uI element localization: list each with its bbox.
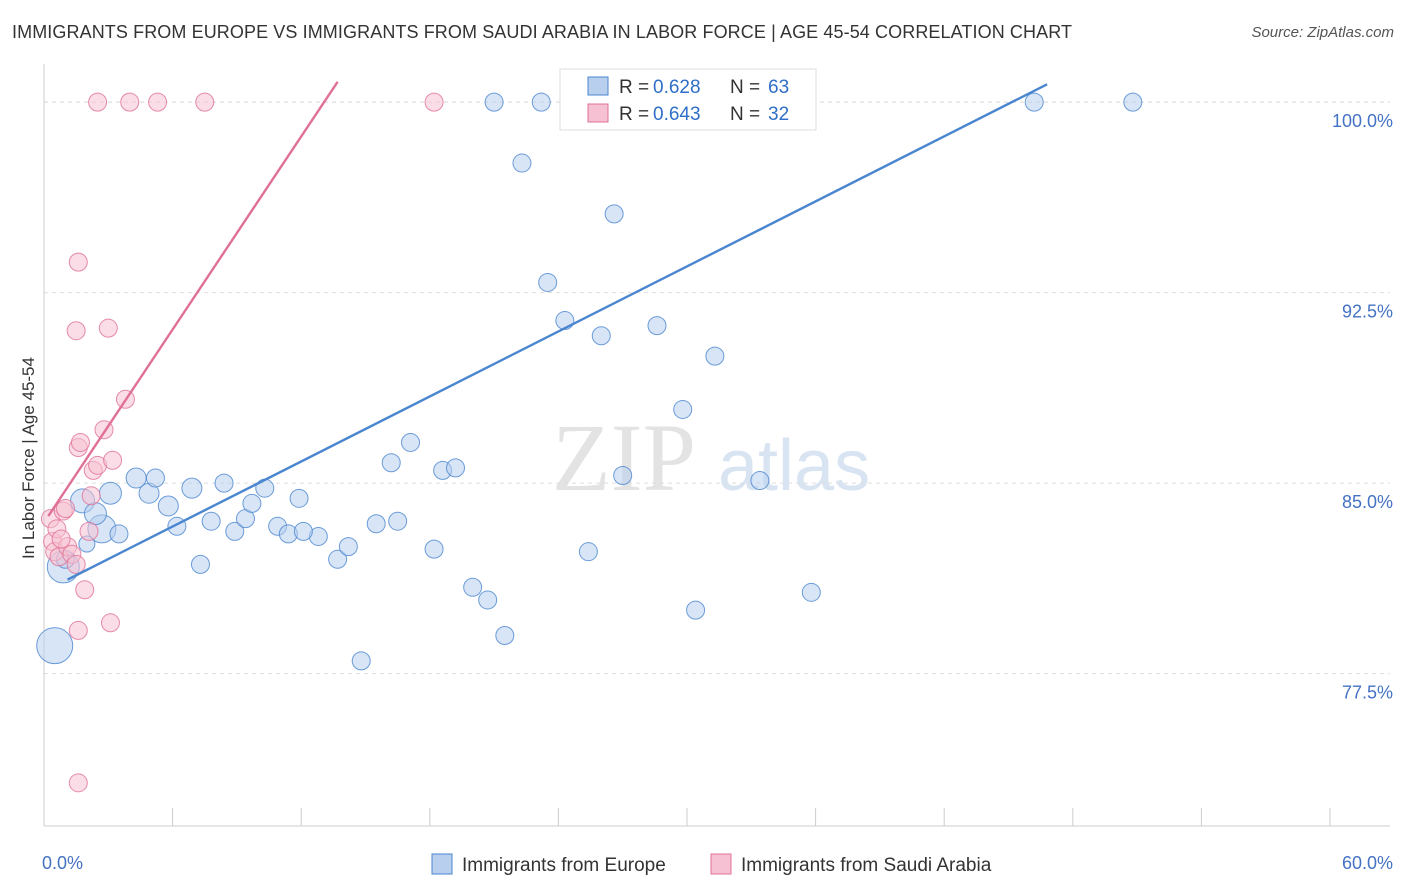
y-tick-label: 85.0% — [1342, 492, 1393, 512]
stats-n-label-europe: N = — [730, 77, 760, 98]
x-tick-label-max: 60.0% — [1342, 853, 1393, 873]
europe-point — [531, 92, 551, 112]
europe-point — [190, 554, 210, 574]
europe-point — [613, 465, 633, 485]
trend-line-europe — [67, 83, 1048, 581]
europe-point — [289, 488, 309, 508]
saudi-point — [70, 432, 90, 452]
legend-label-saudi: Immigrants from Saudi Arabia — [741, 855, 992, 876]
series-europe-points — [36, 92, 1143, 671]
europe-point — [1024, 92, 1044, 112]
europe-point — [36, 627, 74, 665]
saudi-point — [75, 580, 95, 600]
saudi-point — [195, 92, 215, 112]
europe-point — [109, 524, 129, 544]
stats-n-saudi: 32 — [768, 104, 789, 125]
europe-point — [242, 493, 262, 513]
y-axis-label: In Labor Force | Age 45-54 — [19, 357, 38, 559]
saudi-point — [98, 318, 118, 338]
europe-point — [388, 511, 408, 531]
europe-point — [201, 511, 221, 531]
europe-point — [705, 346, 725, 366]
axes — [43, 64, 1390, 827]
europe-point — [446, 458, 466, 478]
stats-r-europe: 0.628 — [653, 77, 701, 98]
europe-point — [328, 549, 348, 569]
europe-point — [424, 539, 444, 559]
europe-point — [463, 577, 483, 597]
stats-n-label-saudi: N = — [730, 104, 760, 125]
stats-swatch-saudi — [587, 103, 609, 123]
europe-point — [98, 481, 122, 505]
saudi-point — [68, 620, 88, 640]
legend-label-europe: Immigrants from Europe — [462, 855, 666, 876]
europe-point — [293, 521, 313, 541]
europe-point — [495, 626, 515, 645]
saudi-point — [81, 486, 101, 506]
stats-r-label-europe: R = — [619, 77, 649, 98]
gridlines — [44, 101, 1390, 675]
europe-point — [338, 537, 358, 557]
europe-point — [484, 92, 504, 112]
europe-point — [512, 153, 532, 173]
saudi-point — [68, 773, 88, 793]
europe-point — [1123, 92, 1143, 112]
y-tick-label: 100.0% — [1332, 111, 1393, 131]
saudi-point — [148, 92, 168, 112]
saudi-point — [424, 92, 444, 112]
legend-swatch-saudi — [710, 853, 732, 875]
saudi-point — [51, 529, 71, 549]
europe-point — [225, 521, 245, 541]
europe-point — [538, 272, 558, 292]
europe-point — [750, 471, 770, 491]
trend-line-saudi — [47, 81, 339, 517]
europe-point — [83, 502, 107, 526]
tick-labels: 77.5% 85.0% 92.5% 100.0% 0.0% 60.0% — [42, 111, 1393, 873]
series-saudi-points — [40, 92, 444, 793]
europe-point — [578, 542, 598, 562]
legend-swatch-europe — [431, 853, 453, 875]
europe-point — [673, 399, 693, 419]
europe-point — [591, 326, 611, 346]
saudi-point — [100, 613, 120, 633]
saudi-point — [66, 321, 86, 341]
europe-point — [181, 477, 203, 499]
saudi-point — [120, 92, 140, 112]
trend-lines — [47, 81, 1048, 581]
europe-point — [214, 473, 234, 493]
europe-point — [381, 453, 401, 473]
bottom-legend: Immigrants from Europe Immigrants from S… — [431, 853, 992, 876]
y-tick-label: 92.5% — [1342, 302, 1393, 322]
stats-swatch-europe — [587, 76, 609, 96]
saudi-point — [79, 521, 99, 541]
europe-point — [478, 590, 498, 610]
europe-point — [145, 468, 165, 488]
watermark-zip: ZIP — [552, 404, 696, 511]
watermark-atlas: atlas — [718, 426, 870, 506]
saudi-point — [68, 252, 88, 272]
stats-n-europe: 63 — [768, 77, 789, 98]
europe-point — [686, 600, 706, 620]
chart-title: IMMIGRANTS FROM EUROPE VS IMMIGRANTS FRO… — [12, 22, 1073, 42]
source-credit: Source: ZipAtlas.com — [1251, 24, 1394, 41]
europe-point — [401, 432, 421, 452]
stats-legend: R = 0.628 N = 63 R = 0.643 N = 32 — [559, 68, 817, 131]
europe-point — [366, 514, 386, 534]
saudi-point — [88, 92, 108, 112]
europe-point — [647, 316, 667, 336]
saudi-point — [55, 499, 75, 518]
europe-point — [604, 204, 624, 224]
europe-point — [351, 651, 371, 671]
saudi-point — [66, 554, 86, 574]
stats-r-label-saudi: R = — [619, 104, 649, 125]
x-tick-label-min: 0.0% — [42, 853, 83, 873]
europe-point — [801, 582, 821, 602]
saudi-point — [103, 450, 123, 470]
stats-r-saudi: 0.643 — [653, 104, 701, 125]
europe-point — [157, 495, 179, 517]
y-tick-label: 77.5% — [1342, 683, 1393, 703]
